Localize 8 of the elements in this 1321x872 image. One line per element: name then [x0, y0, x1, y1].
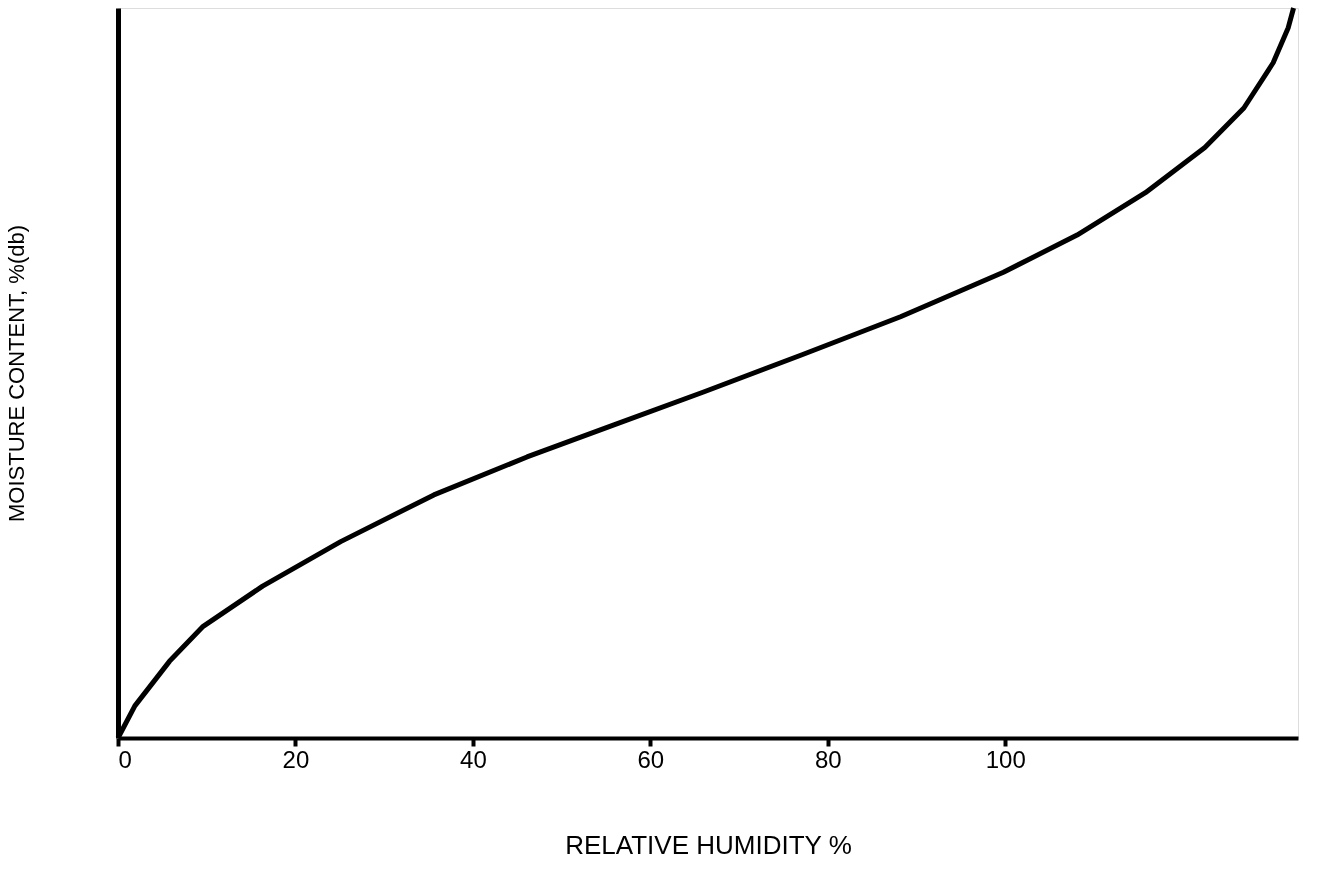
x-tick-label: 20: [282, 745, 310, 773]
x-tick-label: 80: [814, 745, 842, 773]
x-tick-label: 0: [118, 745, 132, 773]
x-axis-title: RELATIVE HUMIDITY %: [565, 829, 852, 860]
x-tick-label: 100: [985, 745, 1026, 773]
y-axis-title: MOISTURE CONTENT, %(db): [3, 224, 29, 523]
x-tick-label: 40: [460, 745, 487, 773]
x-tick-label: 60: [637, 745, 665, 773]
